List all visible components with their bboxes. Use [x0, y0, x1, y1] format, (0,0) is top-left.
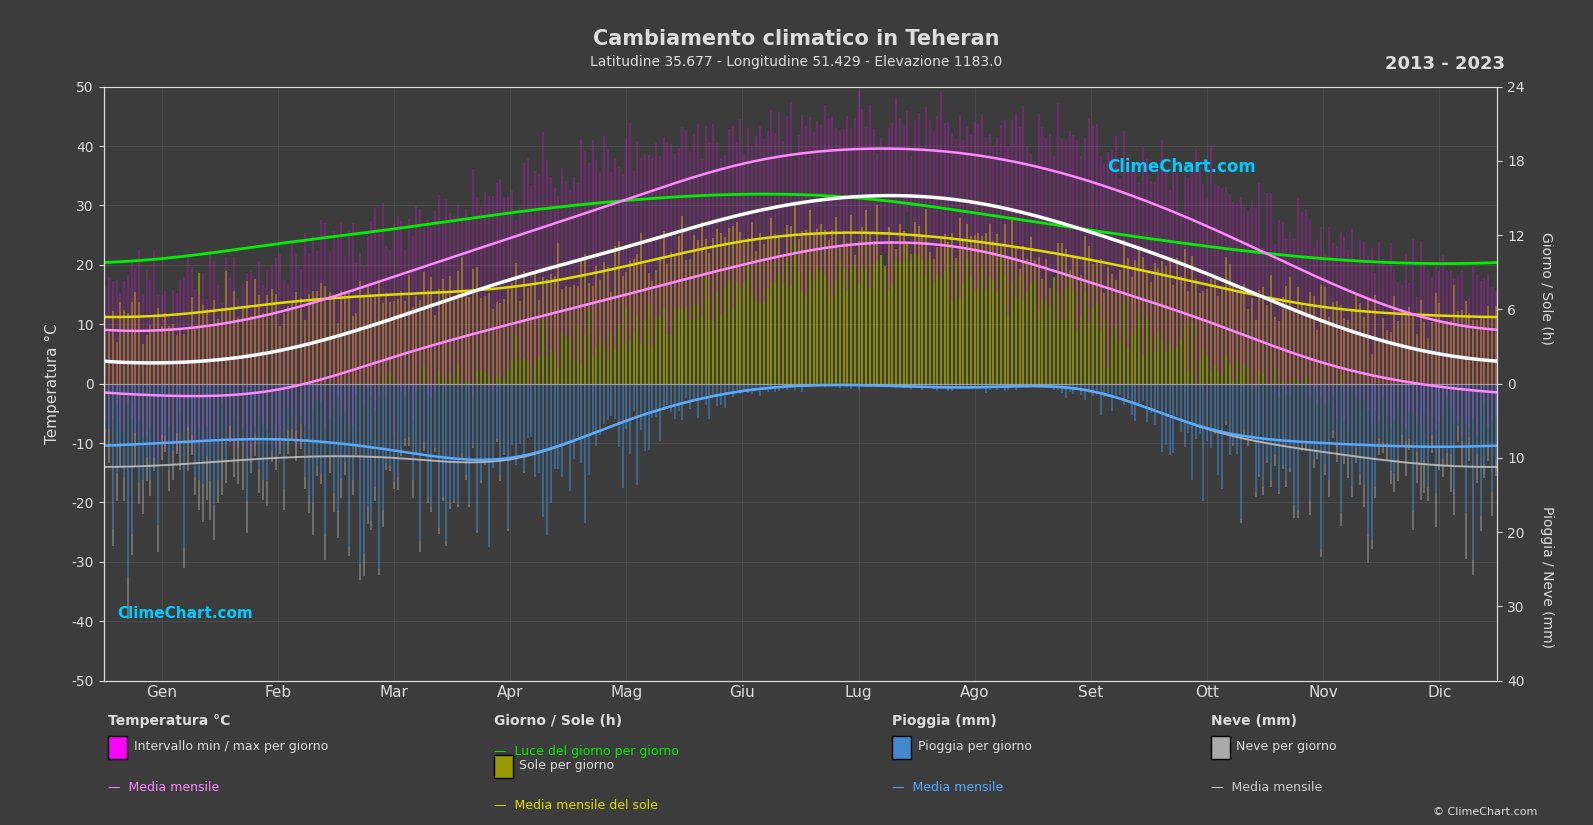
Text: Sole per giorno: Sole per giorno [519, 759, 615, 772]
Text: —  Media mensile del sole: — Media mensile del sole [494, 799, 658, 813]
Text: Neve (mm): Neve (mm) [1211, 714, 1297, 728]
Text: Pioggia / Neve (mm): Pioggia / Neve (mm) [1540, 507, 1553, 648]
Text: Giorno / Sole (h): Giorno / Sole (h) [1540, 233, 1553, 345]
Text: Pioggia (mm): Pioggia (mm) [892, 714, 997, 728]
Text: Latitudine 35.677 - Longitudine 51.429 - Elevazione 1183.0: Latitudine 35.677 - Longitudine 51.429 -… [591, 55, 1002, 69]
Text: ClimeChart.com: ClimeChart.com [1107, 158, 1255, 176]
Text: Intervallo min / max per giorno: Intervallo min / max per giorno [134, 740, 328, 753]
Text: ClimeChart.com: ClimeChart.com [118, 606, 253, 621]
Text: —  Media mensile: — Media mensile [892, 781, 1004, 794]
Text: 2013 - 2023: 2013 - 2023 [1386, 55, 1505, 73]
Text: —  Luce del giorno per giorno: — Luce del giorno per giorno [494, 745, 679, 758]
Text: Giorno / Sole (h): Giorno / Sole (h) [494, 714, 621, 728]
Text: Cambiamento climatico in Teheran: Cambiamento climatico in Teheran [593, 29, 1000, 49]
Text: Pioggia per giorno: Pioggia per giorno [918, 740, 1031, 753]
Text: Neve per giorno: Neve per giorno [1236, 740, 1337, 753]
Text: —  Media mensile: — Media mensile [108, 781, 220, 794]
Y-axis label: Temperatura °C: Temperatura °C [45, 323, 61, 444]
Text: Temperatura °C: Temperatura °C [108, 714, 231, 728]
Text: —  Media mensile: — Media mensile [1211, 781, 1322, 794]
Text: © ClimeChart.com: © ClimeChart.com [1432, 807, 1537, 817]
